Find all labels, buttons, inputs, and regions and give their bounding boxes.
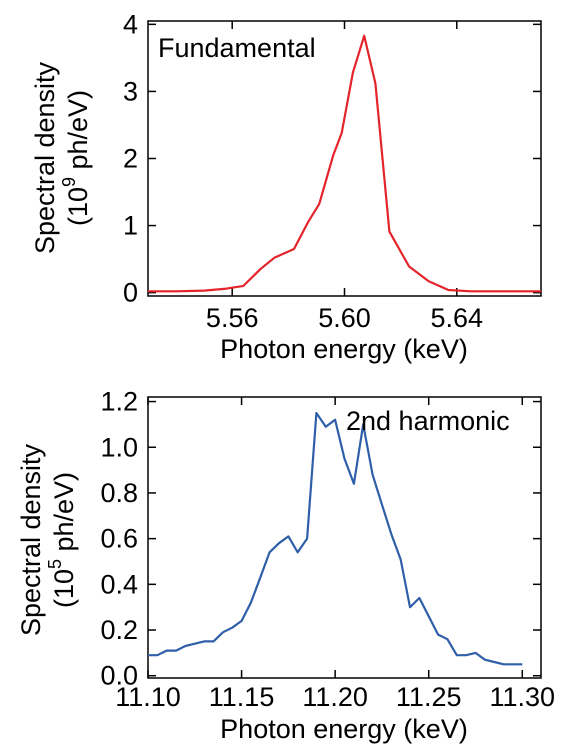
y-tick-label: 0 [123,278,138,308]
x-tick-label: 5.64 [431,303,484,333]
y-tick-label: 0.6 [100,524,138,554]
x-tick-label: 11.15 [209,682,275,712]
y-tick-label: 2 [123,144,138,174]
fundamental-panel: 5.56 5.60 5.64 0 1 2 3 4 Fundamental Photon ene… [30,9,542,364]
x-tick-label: 5.60 [318,303,371,333]
x-tick-label: 11.25 [396,682,462,712]
y-tick-label: 0.0 [100,661,138,691]
y-tick-label: 0.8 [100,478,138,508]
x-tick-label: 5.56 [206,303,259,333]
tick-group: 5.56 5.60 5.64 0 1 2 3 4 [123,9,541,333]
harmonic-annotation: 2nd harmonic [346,406,510,436]
y-axis-label: Spectral density [16,443,46,636]
y-tick-label: 0.4 [100,569,138,599]
y-axis-units: (105 ph/eV) [45,472,79,608]
harmonic-series-line [148,411,523,666]
plot-frame [147,396,542,679]
x-tick-label: 11.10 [115,682,181,712]
y-tick-label: 1.2 [100,387,138,417]
y-tick-label: 4 [123,9,138,39]
fundamental-annotation: Fundamental [158,33,316,63]
y-axis-label: Spectral density [30,61,60,254]
y-tick-label: 1.0 [100,432,138,462]
harmonic-panel: 11.10 11.15 11.20 11.25 11.30 0.0 0.2 0.4 0.6 0.8… [16,387,555,744]
x-axis-label: Photon energy (keV) [220,334,468,364]
x-axis-label: Photon energy (keV) [220,714,468,744]
y-axis-units: (109 ph/eV) [59,90,93,226]
x-tick-label: 11.20 [302,682,368,712]
y-tick-label: 3 [123,76,138,106]
y-tick-label: 1 [123,211,138,241]
fundamental-series-line [148,34,541,293]
x-tick-label: 11.30 [490,682,556,712]
y-tick-label: 0.2 [100,615,138,645]
tick-group: 11.10 11.15 11.20 11.25 11.30 0.0 0.2 0.4 0.6 0.8… [100,387,555,712]
